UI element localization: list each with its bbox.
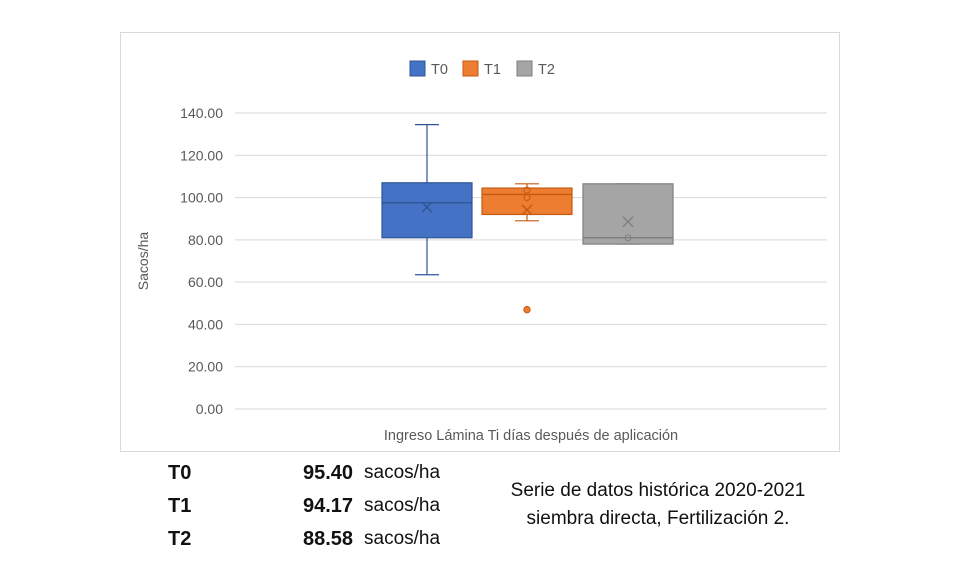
note-line-1: Serie de datos histórica 2020-2021 <box>510 480 806 501</box>
legend-swatch <box>409 60 426 77</box>
y-tick-label: 100.00 <box>180 190 223 206</box>
summary-unit: sacos/ha <box>364 462 441 483</box>
chart-frame: 0.00 20.00 40.00 60.00 80.00 100.00 120.00 140.… <box>120 32 840 452</box>
legend-label: T0 <box>431 62 448 78</box>
summary-value: 95.40 <box>303 462 354 484</box>
legend-label: T1 <box>484 62 501 78</box>
legend-swatch <box>516 60 533 77</box>
x-axis-title: Ingreso Lámina Ti días después de aplica… <box>384 428 678 444</box>
y-tick-label: 80.00 <box>188 232 223 248</box>
summary-label: T1 <box>168 495 192 517</box>
y-tick-label: 120.00 <box>180 147 223 163</box>
summary-value: 94.17 <box>303 495 354 517</box>
mean-marker <box>521 204 533 216</box>
y-tick-label: 40.00 <box>188 316 223 332</box>
inner-point <box>523 186 531 194</box>
boxplot-chart: 0.00 20.00 40.00 60.00 80.00 100.00 120.00 140.… <box>135 60 827 444</box>
y-tick-label: 140.00 <box>180 105 223 121</box>
mean-marker <box>622 216 634 228</box>
y-axis-title: Sacos/ha <box>135 232 151 291</box>
box-t0 <box>381 182 473 239</box>
summary-label: T0 <box>168 462 192 484</box>
mean-marker <box>421 201 433 213</box>
outlier-point <box>523 305 531 314</box>
inner-point <box>523 194 531 202</box>
summary-label: T2 <box>168 528 192 550</box>
y-tick-label: 0.00 <box>196 401 223 417</box>
y-tick-label: 60.00 <box>188 274 223 290</box>
note-line-2: siembra directa, Fertilización 2. <box>526 508 790 529</box>
summary-unit: sacos/ha <box>364 528 441 549</box>
y-tick-label: 20.00 <box>188 359 223 375</box>
inner-point <box>624 234 632 242</box>
summary-value: 88.58 <box>303 528 354 550</box>
legend-swatch <box>462 60 479 77</box>
summary-unit: sacos/ha <box>364 495 441 516</box>
box-t2 <box>582 183 674 245</box>
data-series-note: Serie de datos histórica 2020-2021 siemb… <box>478 477 838 533</box>
legend-label: T2 <box>538 62 555 78</box>
